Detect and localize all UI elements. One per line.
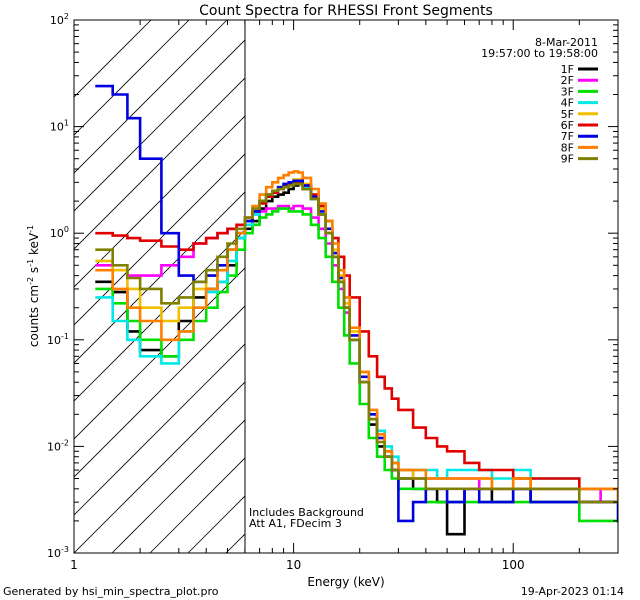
hatch-line (74, 381, 245, 553)
legend-label-8F: 8F (561, 141, 574, 154)
legend: 8-Mar-2011 19:57:00 to 19:58:00 1F2F3F4F… (481, 36, 598, 166)
y-axis-label: counts cm-2 s-1 keV-1 (26, 225, 41, 347)
legend-label-1F: 1F (561, 63, 574, 76)
y-tick-label: 10-3 (47, 545, 69, 560)
chart-title: Count Spectra for RHESSI Front Segments (199, 3, 493, 19)
y-tick-label: 10-2 (47, 438, 69, 453)
hatch-line (74, 305, 245, 478)
legend-label-5F: 5F (561, 108, 574, 121)
y-tick-label: 101 (50, 119, 69, 134)
hatch-line (74, 191, 245, 364)
hatch-line (606, 20, 640, 553)
annotation-background: Includes Background (249, 506, 364, 519)
y-tick-label: 102 (50, 12, 69, 27)
hatch-line (74, 77, 245, 250)
hatch-line (74, 229, 245, 402)
hatch-line (225, 533, 245, 553)
hatch-line (340, 20, 640, 553)
y-tick-label: 100 (50, 225, 69, 240)
x-tick-label: 100 (502, 558, 525, 572)
hatch-line (378, 20, 640, 553)
hatch-line (74, 20, 228, 174)
plot-frame (73, 19, 619, 554)
legend-label-9F: 9F (561, 153, 574, 166)
hatched-region (74, 20, 640, 553)
legend-label-3F: 3F (561, 85, 574, 98)
hatch-line (149, 457, 245, 553)
legend-label-2F: 2F (561, 74, 574, 87)
hatch-line (74, 343, 245, 516)
hatch-line (264, 20, 640, 553)
legend-label-7F: 7F (561, 130, 574, 143)
hatch-line (74, 115, 245, 288)
legend-label-4F: 4F (561, 97, 574, 110)
hatch-line (454, 20, 640, 553)
legend-date: 8-Mar-2011 (535, 36, 598, 49)
hatch-line (111, 419, 245, 553)
hatch-line (74, 39, 245, 212)
y-tick-label: 10-1 (47, 332, 69, 347)
series-line-9F (95, 182, 618, 504)
footer-generated-by: Generated by hsi_min_spectra_plot.pro (3, 585, 219, 598)
hatch-line (302, 20, 640, 553)
hatch-line (530, 20, 640, 553)
x-axis-label: Energy (keV) (307, 575, 384, 589)
hatch-line (416, 20, 640, 553)
x-tick-label: 1 (70, 558, 78, 572)
hatch-line (568, 20, 640, 553)
hatch-line (74, 153, 245, 326)
series-line-8F (95, 170, 618, 504)
legend-time-range: 19:57:00 to 19:58:00 (481, 47, 598, 60)
footer-timestamp: 19-Apr-2023 01:14 (521, 585, 624, 598)
annotation-attenuator: Att A1, FDecim 3 (249, 517, 342, 530)
legend-label-6F: 6F (561, 119, 574, 132)
hatch-line (74, 20, 190, 136)
x-tick-label: 10 (286, 558, 301, 572)
